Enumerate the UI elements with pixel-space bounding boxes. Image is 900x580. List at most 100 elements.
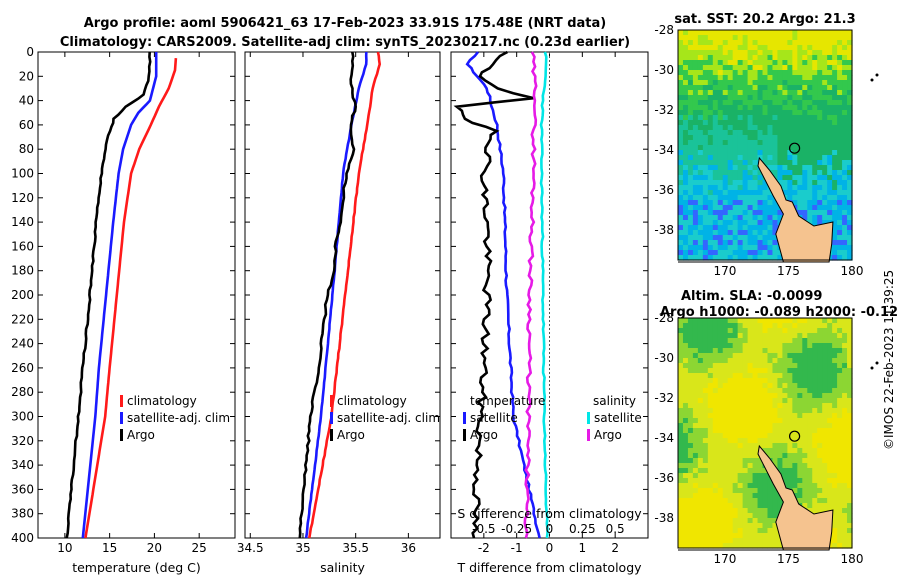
map-cell [832,55,838,61]
map-cell [722,388,729,394]
map-cell [712,318,719,324]
map-cell [817,130,823,136]
map-cell [807,140,813,146]
map-cell [732,180,739,186]
map-cell [697,503,704,509]
map-cell [737,60,744,66]
map-cell [792,80,798,86]
map-cell [732,120,739,126]
map-cell [692,195,699,201]
map-cell [722,195,729,201]
map-cell [722,338,729,344]
map-cell [767,388,774,394]
map-cell [777,428,783,434]
map-cell [762,373,769,379]
map-cell [832,35,838,41]
map-cell [722,503,729,509]
map-cell [712,205,719,211]
map-cell [712,190,719,196]
map-cell [687,155,694,161]
map-cell [807,333,813,339]
map-cell [697,373,704,379]
map-cell [792,175,798,181]
map-cell [732,170,739,176]
map-cell [792,55,798,61]
map-cell [707,488,714,494]
map-cell [752,528,759,534]
map-cell [832,338,838,344]
map-cell [797,388,803,394]
map-cell [802,60,808,66]
lat-tick-label: -28 [654,23,674,37]
map-cell [832,503,838,509]
map-cell [747,125,754,131]
map-cell [797,408,803,414]
map-cell [772,130,779,136]
map-cell [847,333,853,339]
map-cell [702,230,709,236]
map-cell [712,100,719,106]
map-cell [727,155,734,161]
map-cell [772,348,779,354]
map-cell [777,255,783,261]
map-cell [797,190,803,196]
map-cell [747,80,754,86]
map-cell [757,115,764,121]
map-cell [772,165,779,171]
map-cell [767,393,774,399]
map-cell [707,468,714,474]
map-cell [832,543,838,549]
map-cell [712,543,719,549]
map-cell [782,353,788,359]
map-cell [687,150,694,156]
map-cell [678,145,684,151]
map-cell [822,130,828,136]
map-cell [707,135,714,141]
map-cell [742,363,749,369]
map-cell [752,180,759,186]
map-cell [847,115,853,121]
map-cell [747,328,754,334]
map-cell [682,318,689,324]
map-cell [757,205,764,211]
map-cell [702,328,709,334]
map-cell [827,165,833,171]
map-cell [782,55,788,61]
map-cell [837,428,843,434]
map-cell [782,378,788,384]
map-cell [772,215,779,221]
map-cell [707,115,714,121]
map-cell [772,448,779,454]
map-cell [817,433,823,439]
map-cell [807,120,813,126]
map-cell [807,443,813,449]
map-cell [687,413,694,419]
map-cell [782,318,788,324]
map-cell [722,458,729,464]
map-cell [687,30,694,36]
map-cell [682,245,689,251]
map-cell [717,428,724,434]
map-cell [847,408,853,414]
map-cell [817,508,823,514]
map-cell [822,353,828,359]
map-cell [807,160,813,166]
map-cell [702,70,709,76]
map-cell [757,378,764,384]
map-cell [747,210,754,216]
map-cell [772,378,779,384]
map-cell [767,433,774,439]
map-cell [692,483,699,489]
map-cell [732,255,739,261]
map-cell [837,458,843,464]
map-cell [842,95,848,101]
map-cell [827,185,833,191]
map-cell [847,195,853,201]
map-cell [767,50,774,56]
map-cell [792,90,798,96]
map-cell [797,468,803,474]
map-cell [742,245,749,251]
map-cell [712,90,719,96]
map-cell [727,493,734,499]
map-cell [772,45,779,51]
